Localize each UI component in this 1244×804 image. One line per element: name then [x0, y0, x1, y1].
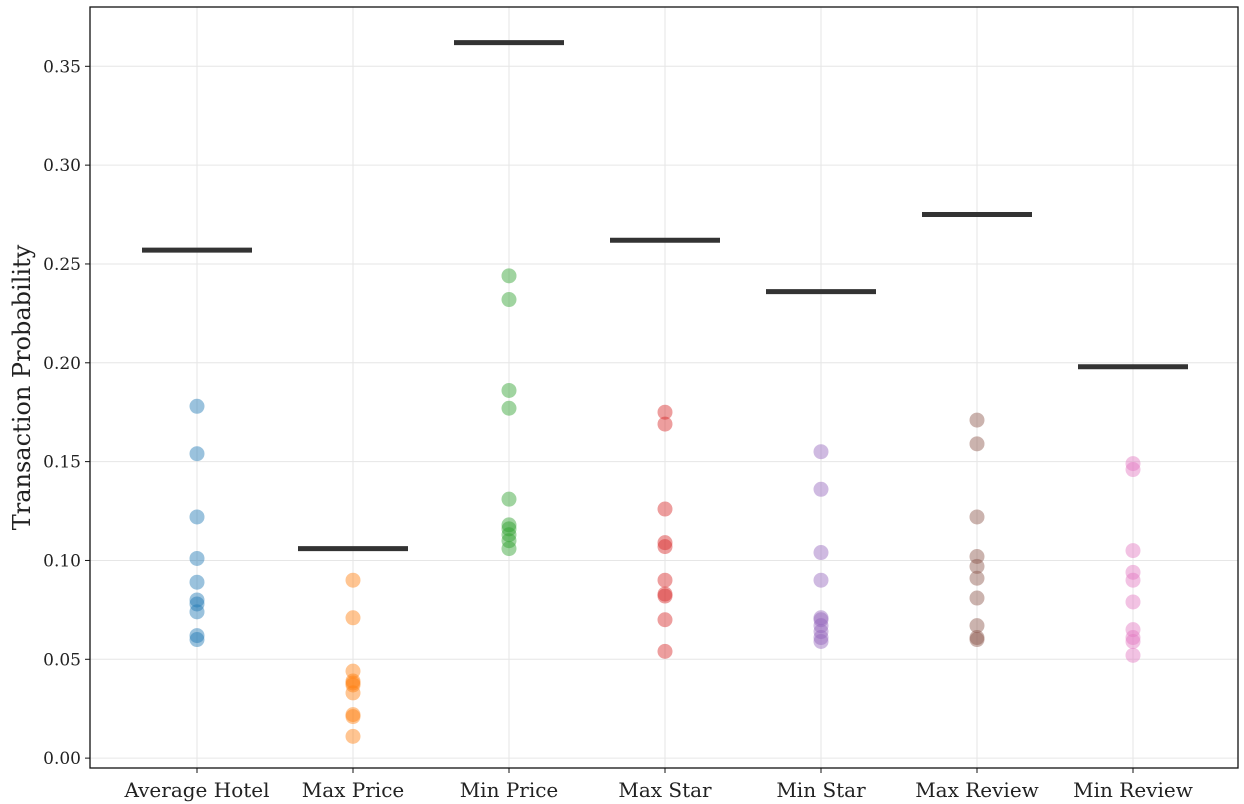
y-tick-label: 0.10	[43, 551, 81, 571]
series-min-star	[766, 289, 876, 649]
x-tick-label: Min Price	[460, 778, 559, 802]
y-tick-label: 0.05	[43, 650, 81, 670]
data-point	[189, 398, 205, 414]
x-tick-label: Average Hotel	[124, 778, 270, 802]
data-point	[813, 618, 829, 634]
data-point	[345, 728, 361, 744]
data-point	[657, 586, 673, 602]
data-point	[813, 572, 829, 588]
grid	[90, 7, 1238, 768]
data-point	[657, 539, 673, 555]
data-point	[345, 673, 361, 689]
data-point	[1125, 622, 1141, 638]
x-tick-label: Max Star	[618, 778, 712, 802]
data-point	[969, 618, 985, 634]
data-point	[345, 677, 361, 693]
series-max-review	[922, 212, 1032, 648]
data-point	[813, 612, 829, 628]
data-point	[813, 630, 829, 646]
y-tick-label: 0.35	[43, 57, 81, 77]
data-point	[813, 444, 829, 460]
data-point	[813, 610, 829, 626]
data-point	[657, 404, 673, 420]
data-point	[813, 633, 829, 649]
x-tick-label: Max Price	[302, 778, 405, 802]
data-point	[969, 436, 985, 452]
data-point	[345, 707, 361, 723]
y-tick-label: 0.30	[43, 156, 81, 176]
data-point	[501, 400, 517, 416]
data-point	[969, 570, 985, 586]
data-point	[189, 446, 205, 462]
data-point	[501, 527, 517, 543]
data-point	[501, 491, 517, 507]
tick-labels: 0.00 0.05 0.10 0.15 0.20 0.25 0.30 0.35 Average …	[43, 57, 1193, 802]
x-tick-label: Min Review	[1073, 778, 1193, 802]
y-tick-label: 0.15	[43, 453, 81, 473]
data-point	[1125, 647, 1141, 663]
x-tick-label: Min Star	[776, 778, 866, 802]
data-point	[345, 610, 361, 626]
data-point	[501, 517, 517, 533]
data-point	[813, 545, 829, 561]
data-point	[1125, 456, 1141, 472]
data-point	[1125, 594, 1141, 610]
data-point	[657, 501, 673, 517]
data-point	[657, 612, 673, 628]
data-point	[969, 509, 985, 525]
data-point	[969, 549, 985, 565]
data-point	[813, 481, 829, 497]
series-min-review	[1078, 364, 1188, 663]
y-tick-label: 0.25	[43, 255, 81, 275]
series-max-star	[610, 237, 720, 659]
series-max-price	[298, 546, 408, 744]
data-point	[969, 412, 985, 428]
data-point	[501, 382, 517, 398]
series-average-hotel	[142, 247, 252, 648]
data-point	[969, 630, 985, 646]
data-point	[345, 663, 361, 679]
data-point	[657, 416, 673, 432]
data-point	[969, 632, 985, 648]
data-point	[345, 709, 361, 725]
data-point	[1125, 633, 1141, 649]
data-point	[501, 521, 517, 537]
data-point	[1125, 543, 1141, 559]
data-point	[657, 572, 673, 588]
data-point	[657, 643, 673, 659]
y-axis-label: Transaction Probability	[8, 244, 36, 530]
data-point	[1125, 462, 1141, 478]
data-point	[969, 590, 985, 606]
data-point	[813, 624, 829, 640]
data-point	[501, 268, 517, 284]
data-point	[1125, 572, 1141, 588]
data-point	[345, 675, 361, 691]
y-tick-label: 0.00	[43, 749, 81, 769]
data-point	[1125, 564, 1141, 580]
data-point	[189, 509, 205, 525]
data-point	[657, 588, 673, 604]
data-point	[501, 533, 517, 549]
y-tick-label: 0.20	[43, 354, 81, 374]
data-point	[189, 550, 205, 566]
data-point	[189, 574, 205, 590]
data-point	[657, 535, 673, 551]
data-point	[189, 596, 205, 612]
data-point	[189, 592, 205, 608]
data-point	[189, 632, 205, 648]
data-point	[189, 604, 205, 620]
plot-frame	[89, 6, 1239, 769]
data-point	[345, 685, 361, 701]
data-point	[969, 558, 985, 574]
data-point	[501, 292, 517, 308]
data-point	[501, 541, 517, 557]
chart-marks	[142, 40, 1188, 744]
x-tick-label: Max Review	[915, 778, 1039, 802]
data-point	[1125, 630, 1141, 646]
series-min-price	[454, 40, 564, 557]
data-point	[189, 628, 205, 644]
data-point	[345, 572, 361, 588]
